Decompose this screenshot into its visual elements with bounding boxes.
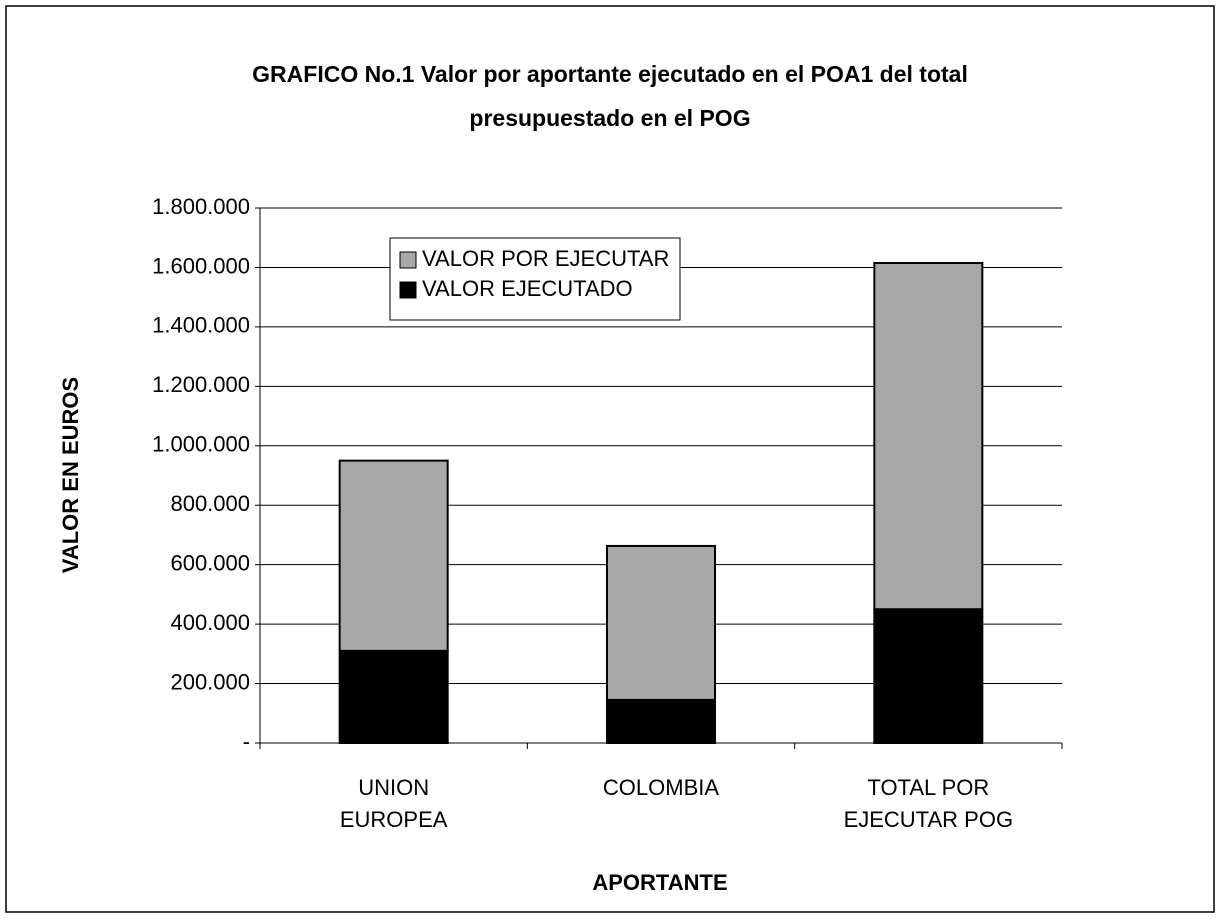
- x-tick-label: COLOMBIA: [602, 775, 720, 800]
- y-tick-label: 600.000: [170, 550, 250, 575]
- y-tick-label: 400.000: [170, 610, 250, 635]
- y-tick-label: 1.400.000: [152, 313, 250, 338]
- bar-segment: [606, 544, 716, 701]
- bar-segment: [338, 459, 449, 652]
- legend-box: [389, 237, 681, 321]
- legend-label: VALOR POR EJECUTAR: [422, 246, 669, 271]
- y-tick-label: 200.000: [170, 669, 250, 694]
- legend-swatch: [399, 281, 417, 299]
- y-tick-label: 1.000.000: [152, 432, 250, 457]
- legend-swatch: [399, 251, 417, 269]
- y-tick-label: 1.800.000: [152, 194, 250, 219]
- x-tick-label: TOTAL POR EJECUTAR POG: [843, 775, 1014, 832]
- y-tick-label: -: [243, 729, 250, 754]
- chart-title: GRAFICO No.1 Valor por aportante ejecuta…: [252, 61, 968, 131]
- bar-segment: [873, 608, 984, 744]
- frame: [5, 5, 1215, 913]
- y-tick-label: 1.600.000: [152, 253, 250, 278]
- y-tick-label: 1.200.000: [152, 372, 250, 397]
- bar-segment: [873, 261, 984, 611]
- legend-label: VALOR EJECUTADO: [422, 276, 633, 301]
- y-tick-label: 800.000: [170, 491, 250, 516]
- bar-segment: [338, 649, 449, 744]
- x-axis-label: APORTANTE: [592, 870, 727, 895]
- y-axis-label: VALOR EN EUROS: [58, 377, 83, 573]
- x-tick-label: UNION EUROPEA: [339, 775, 448, 832]
- bar-segment: [606, 698, 716, 744]
